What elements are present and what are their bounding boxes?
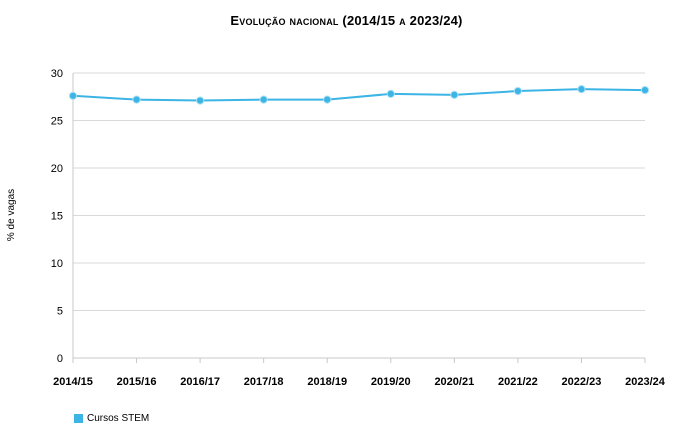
x-tick-label: 2021/22 [498, 376, 538, 388]
data-point[interactable] [640, 86, 650, 95]
legend-swatch [74, 414, 83, 423]
series-line [72, 88, 646, 102]
data-point[interactable] [68, 91, 78, 100]
y-tick-label: 15 [51, 211, 63, 223]
x-tick-label: 2015/16 [117, 376, 157, 388]
y-tick-label: 30 [51, 68, 63, 80]
x-tick-label: 2017/18 [244, 376, 284, 388]
data-point[interactable] [259, 95, 268, 104]
x-tick-label: 2022/23 [562, 376, 602, 388]
data-point[interactable] [386, 89, 395, 99]
series-layer [68, 85, 650, 105]
data-point[interactable] [577, 85, 586, 94]
data-point[interactable] [196, 96, 205, 105]
y-tick-label: 0 [57, 353, 63, 365]
y-tick-label: 20 [51, 163, 63, 175]
legend[interactable]: Cursos STEM [74, 413, 149, 424]
chart-title: Evolução nacional (2014/15 a 2023/24) [230, 13, 463, 28]
y-axis-label: % de vagas [6, 189, 17, 241]
y-tick-label: 10 [51, 258, 63, 270]
x-tick-label: 2018/19 [307, 376, 347, 388]
data-point[interactable] [450, 90, 459, 99]
y-tick-label: 25 [51, 116, 63, 128]
x-tick-label: 2016/17 [180, 376, 220, 388]
data-point[interactable] [132, 95, 141, 104]
data-point[interactable] [323, 95, 332, 104]
axes [72, 73, 646, 363]
gridlines [73, 72, 645, 311]
legend-label: Cursos STEM [87, 413, 150, 424]
x-tick-label: 2019/20 [371, 376, 411, 388]
y-tick-labels: 0 5 10 15 20 25 30 [51, 68, 63, 365]
x-tick-label: 2020/21 [434, 376, 474, 388]
y-tick-label: 5 [57, 306, 63, 318]
x-tick-label: 2023/24 [625, 376, 666, 388]
data-point[interactable] [513, 86, 522, 96]
x-tick-labels: 2014/15 2015/16 2016/17 2017/18 2018/19 2019/… [53, 376, 666, 388]
x-tick-label: 2014/15 [53, 376, 93, 388]
